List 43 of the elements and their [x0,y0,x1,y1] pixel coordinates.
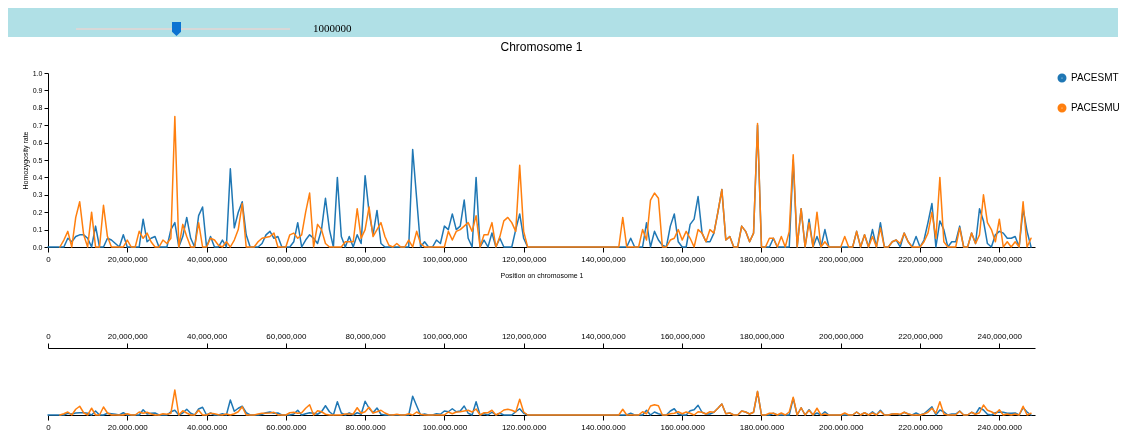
x-tick-label: 220,000,000 [898,254,944,264]
x-tick-label: 120,000,000 [501,422,547,430]
x2-tick-label: 180,000,000 [739,331,785,341]
x-tick-label: 180,000,000 [739,422,785,430]
x-tick-label: 100,000,000 [422,422,468,430]
x-tick-label: 140,000,000 [581,254,627,264]
x-tick-label: 200,000,000 [819,422,865,430]
x-tick-label: 0 [46,422,52,430]
x-tick-label: 160,000,000 [660,254,706,264]
x2-tick-label: 120,000,000 [501,331,547,341]
x-tick-label: 20,000,000 [107,254,149,264]
x-tick-label: 160,000,000 [660,422,706,430]
legend-label: PACESMT [1071,72,1119,83]
x2-tick-label: 0 [46,331,52,341]
legend-label: PACESMU [1071,102,1120,113]
x-tick-label: 40,000,000 [187,422,228,430]
x2-tick-label: 40,000,000 [187,331,228,341]
x2-tick-label: 200,000,000 [819,331,865,341]
x-tick-label: 180,000,000 [739,254,785,264]
x2-tick-label: 60,000,000 [266,331,307,341]
x-tick-label: 80,000,000 [345,254,387,264]
x-tick-label: 40,000,000 [187,254,228,264]
x2-tick-label: 20,000,000 [107,331,149,341]
x-tick-label: 240,000,000 [977,254,1023,264]
x-tick-label: 0 [46,254,52,264]
x-tick-label: 20,000,000 [107,422,149,430]
text: 1000000 [313,22,352,34]
x2-tick-label: 240,000,000 [977,331,1023,341]
x-tick-label: 80,000,000 [345,422,387,430]
x-tick-label: 140,000,000 [581,422,627,430]
x2-tick-label: 220,000,000 [898,331,944,341]
x-tick-label: 100,000,000 [422,254,468,264]
x-tick-label: 220,000,000 [898,422,944,430]
x-tick-label: 60,000,000 [266,422,307,430]
x-tick-label: 60,000,000 [266,254,307,264]
x-tick-label: 240,000,000 [977,422,1023,430]
x2-tick-label: 160,000,000 [660,331,706,341]
x2-tick-label: 80,000,000 [345,331,387,341]
x-tick-label: 120,000,000 [501,254,547,264]
chart-title: Chromosome 1 [500,40,583,54]
x2-tick-label: 140,000,000 [581,331,627,341]
x-tick-label: 200,000,000 [819,254,865,264]
x2-tick-label: 100,000,000 [422,331,468,341]
